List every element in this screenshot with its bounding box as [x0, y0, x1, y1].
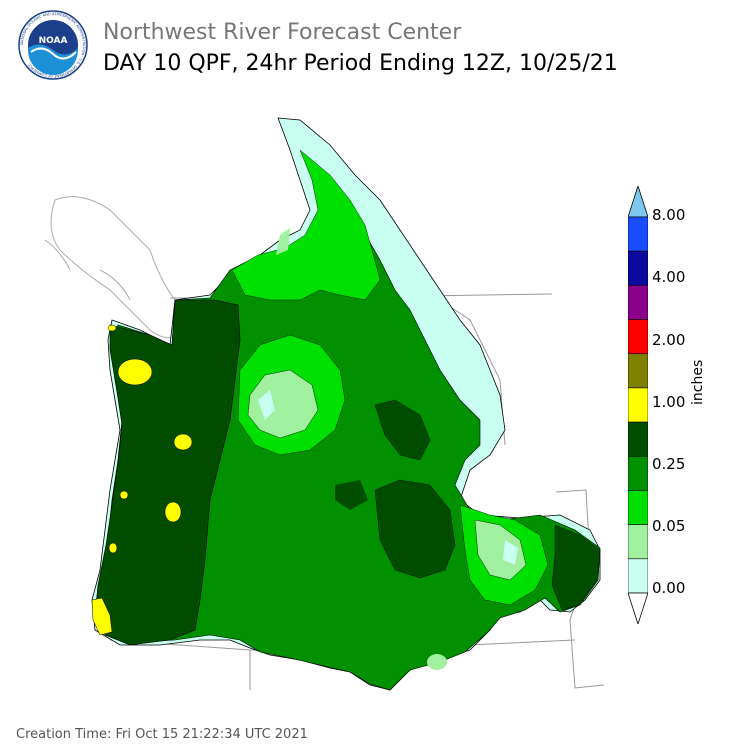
legend-bin-bottom [628, 592, 648, 624]
region-light-central [247, 369, 319, 439]
region-high [91, 324, 193, 636]
legend-tick-2: 2.00 [652, 331, 686, 349]
region-heavy-wyoming [551, 524, 601, 611]
region-heavy-west [94, 299, 241, 646]
region-light-moderate-north [231, 149, 381, 301]
legend-bin [628, 216, 648, 252]
legend-bin [628, 285, 648, 320]
legend-bin [628, 490, 648, 525]
legend-bin-top [628, 186, 648, 218]
region-trace-central [258, 390, 275, 420]
legend-tick-4: 4.00 [652, 268, 686, 286]
product-title: DAY 10 QPF, 24hr Period Ending 12Z, 10/2… [103, 51, 618, 76]
logo-text: NOAA [39, 36, 68, 46]
legend-tick-1: 1.00 [652, 393, 686, 411]
region-heavy-montana [374, 399, 431, 461]
legend-bin [628, 387, 648, 423]
region-light-east [474, 519, 527, 581]
legend-bin [628, 524, 648, 560]
legend-bin [628, 455, 648, 491]
legend-colorbar [628, 186, 648, 624]
legend-tick-025: 0.25 [652, 455, 686, 473]
legend-bin [628, 558, 648, 594]
legend-units-label: inches [690, 359, 706, 405]
coastline-bc [44, 196, 181, 338]
region-light-south [427, 654, 447, 670]
legend-bin [628, 250, 648, 286]
noaa-logo: NOAA NATIONAL OCEANIC AND ATMOSPHERIC AD… [18, 10, 88, 80]
region-light-north [276, 228, 290, 255]
region-trace-east [503, 540, 518, 565]
legend-tick-000: 0.00 [652, 579, 686, 597]
legend-bin [628, 421, 648, 457]
creation-time: Creation Time: Fri Oct 15 21:22:34 UTC 2… [16, 727, 308, 742]
region-heavy-idaho [374, 479, 456, 579]
legend-tick-005: 0.05 [652, 517, 686, 535]
legend-tick-8: 8.00 [652, 206, 686, 224]
region-heavy-oregon [335, 480, 368, 510]
legend-bin [628, 353, 648, 389]
legend-bin [628, 319, 648, 355]
organization-title: Northwest River Forecast Center [103, 20, 462, 45]
